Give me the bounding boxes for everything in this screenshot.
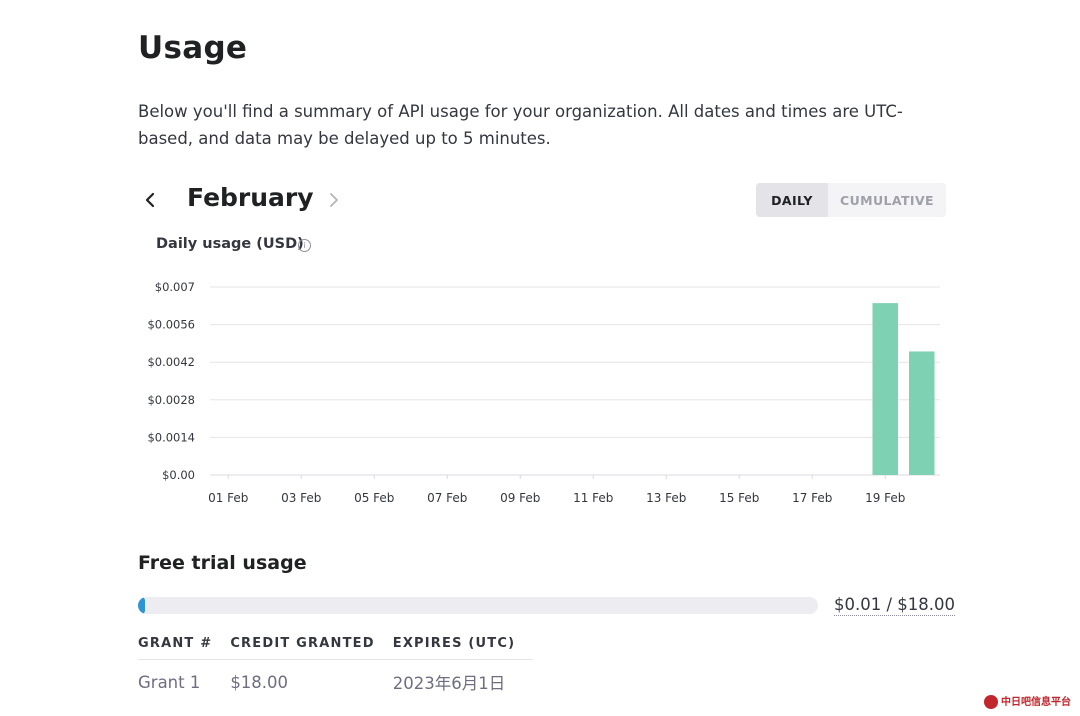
view-toggle: DAILY CUMULATIVE [756,183,946,217]
y-tick-label: $0.0028 [147,393,195,407]
info-icon[interactable]: i [298,239,311,252]
y-tick-label: $0.0042 [147,355,195,369]
x-tick-label: 07 Feb [427,491,467,505]
y-tick-label: $0.00 [162,468,195,482]
free-trial-title: Free trial usage [138,552,307,574]
credit-column-header: CREDIT GRANTED [230,632,393,660]
expires-cell: 2023年6月1日 [392,674,506,693]
expires-column-header: EXPIRES (UTC) [392,632,534,660]
grants-table: GRANT # CREDIT GRANTED EXPIRES (UTC) Gra… [138,632,534,695]
watermark-icon [984,695,998,709]
x-tick-label: 13 Feb [646,491,686,505]
x-tick-label: 03 Feb [281,491,321,505]
previous-month-button[interactable] [138,182,164,218]
chevron-right-icon [330,193,338,207]
x-tick-label: 11 Feb [573,491,613,505]
month-label: February [187,183,314,212]
y-tick-label: $0.007 [155,280,195,294]
x-tick-label: 17 Feb [792,491,832,505]
x-tick-label: 01 Feb [208,491,248,505]
x-tick-label: 09 Feb [500,491,540,505]
y-tick-label: $0.0056 [147,318,195,332]
grant-column-header: GRANT # [138,632,231,660]
daily-toggle-button[interactable]: DAILY [756,183,828,217]
watermark-logo: 中日吧信息平台 [984,693,1071,709]
daily-usage-chart: $0.00 $0.0014 $0.0028 $0.0042 $0.0056 $0.007 0… [147,280,940,505]
x-tick-label: 05 Feb [354,491,394,505]
grant-cell: Grant 1 [138,672,201,692]
x-tick-label: 19 Feb [865,491,905,505]
usage-bar [908,351,935,475]
watermark-text: 中日吧信息平台 [1001,697,1071,708]
y-tick-label: $0.0014 [147,430,195,444]
usage-bar [872,303,899,475]
free-trial-progress-fill [138,597,145,614]
table-row: Grant 1 $18.00 2023年6月1日 [138,660,533,695]
next-month-button[interactable] [320,182,346,218]
free-trial-usage-summary[interactable]: $0.01 / $18.00 [834,595,956,616]
x-tick-label: 15 Feb [719,491,759,505]
grants-header-row: GRANT # CREDIT GRANTED EXPIRES (UTC) [138,632,534,660]
chevron-left-icon [145,192,155,208]
chart-title: Daily usage (USD) [156,236,304,252]
page-title: Usage [138,30,248,66]
page-description: Below you'll find a summary of API usage… [138,102,903,148]
credit-cell: $18.00 [230,672,289,692]
free-trial-progress-bar [138,597,818,614]
month-navigation: February [138,180,398,220]
cumulative-toggle-button[interactable]: CUMULATIVE [828,183,946,217]
